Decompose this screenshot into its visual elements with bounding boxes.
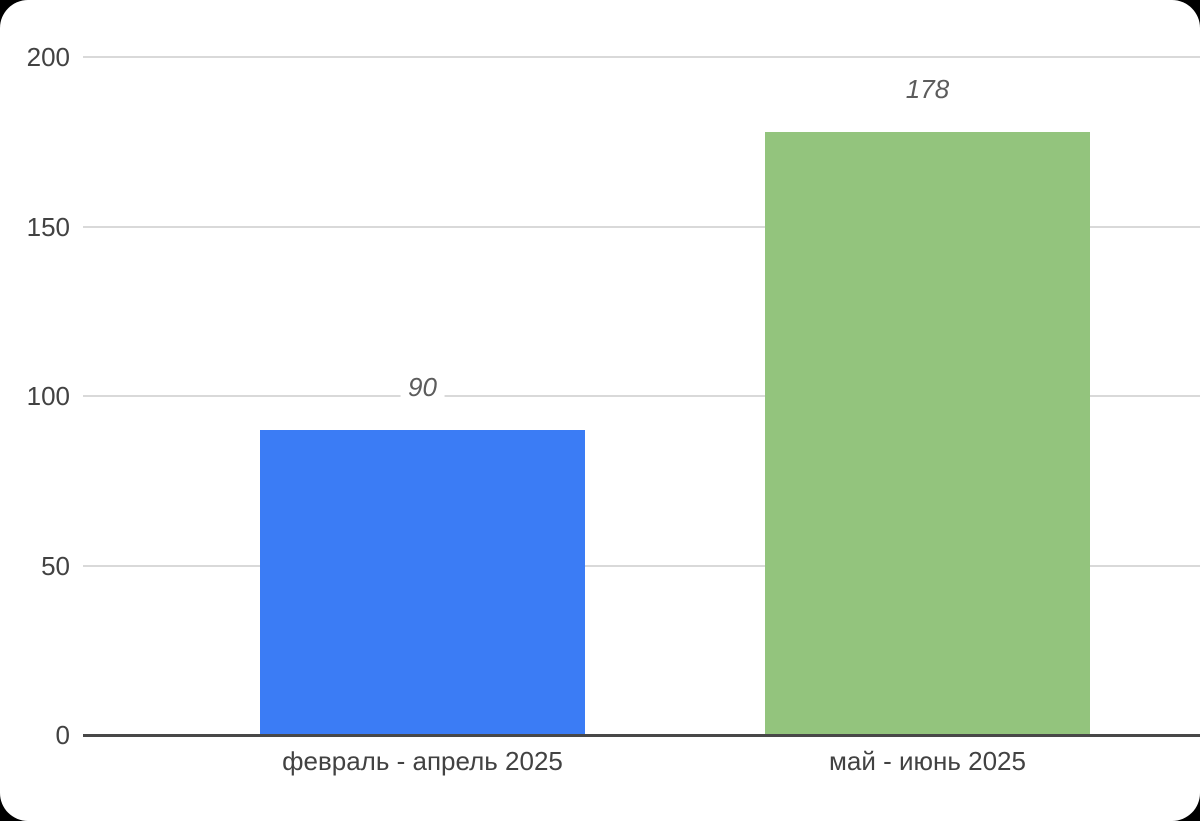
x-axis-label-1: февраль - апрель 2025 <box>282 746 563 776</box>
y-tick-label-0: 0 <box>55 720 70 750</box>
y-tick-label-200: 200 <box>26 42 70 72</box>
x-axis-baseline <box>83 733 1200 737</box>
bar-май - июнь 2025 <box>765 131 1090 735</box>
gridline-y-50 <box>83 564 1200 567</box>
bar-value-label: 178 <box>897 73 958 104</box>
y-tick-label-100: 100 <box>26 381 70 411</box>
gridline-y-150 <box>83 225 1200 228</box>
x-axis-label-2: май - июнь 2025 <box>829 746 1026 776</box>
gridline-y-100 <box>83 395 1200 397</box>
y-tick-label-50: 50 <box>41 550 70 581</box>
y-tick-label-150: 150 <box>26 211 70 242</box>
gridline-y-200 <box>83 56 1200 58</box>
bar-value-label: 90 <box>400 371 445 402</box>
bar-февраль - апрель 2025 <box>260 429 585 735</box>
